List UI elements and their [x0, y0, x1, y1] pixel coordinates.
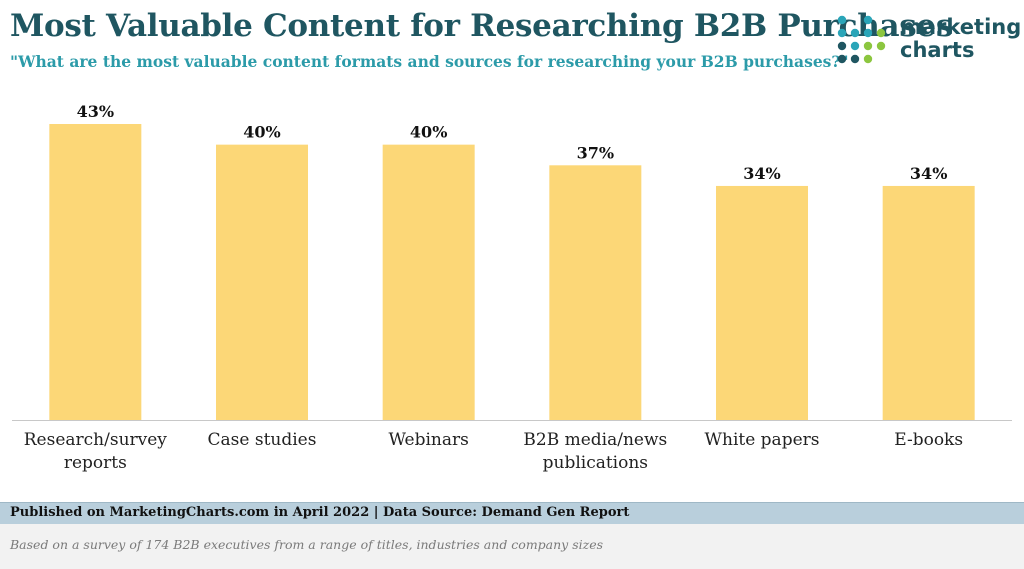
logo-dot	[863, 15, 873, 25]
bar	[716, 185, 808, 420]
data-label: 34%	[743, 164, 780, 183]
data-label: 37%	[577, 143, 614, 162]
category-label: E-books	[894, 430, 963, 450]
logo-text-line1: marketing	[900, 15, 1022, 39]
logo-dot	[837, 54, 847, 64]
chart-subtitle: "What are the most valuable content form…	[10, 52, 849, 71]
logo-dot	[837, 28, 847, 38]
logo-dot	[837, 41, 847, 51]
methodology-note: Based on a survey of 174 B2B executives …	[10, 537, 604, 552]
bar	[549, 165, 642, 420]
methodology-band: Based on a survey of 174 B2B executives …	[0, 524, 1024, 569]
chart-title: Most Valuable Content for Researching B2…	[10, 8, 953, 44]
bar	[49, 124, 142, 420]
category-label: Research/survey reports	[24, 430, 168, 473]
category-label: B2B media/news publications	[523, 430, 667, 473]
source-band: Published on MarketingCharts.com in Apri…	[0, 502, 1024, 524]
marketingcharts-logo: marketing charts	[836, 14, 1021, 70]
bar	[882, 185, 975, 420]
logo-dots-icon	[837, 15, 886, 64]
logo-wordmark: marketing charts	[900, 16, 1021, 62]
logo-text-line2: charts	[900, 38, 975, 62]
logo-dot	[863, 41, 873, 51]
data-label: 40%	[410, 123, 447, 142]
logo-dot	[850, 41, 860, 51]
logo-dot	[850, 54, 860, 64]
logo-dot	[876, 28, 886, 38]
data-label: 34%	[910, 164, 947, 183]
logo-dot	[850, 28, 860, 38]
bar	[382, 144, 475, 420]
bar	[216, 144, 308, 420]
category-label: Case studies	[208, 430, 317, 450]
logo-dot	[837, 15, 847, 25]
logo-dot	[863, 54, 873, 64]
bar-chart: 43% Research/survey reports 40% Case studies…	[12, 102, 1012, 473]
logo-dot	[876, 41, 886, 51]
category-label: Webinars	[388, 430, 468, 450]
data-label: 43%	[77, 102, 114, 121]
data-label: 40%	[243, 123, 280, 142]
logo-dot	[863, 28, 873, 38]
source-text: Published on MarketingCharts.com in Apri…	[10, 505, 630, 520]
category-label: White papers	[705, 430, 820, 450]
